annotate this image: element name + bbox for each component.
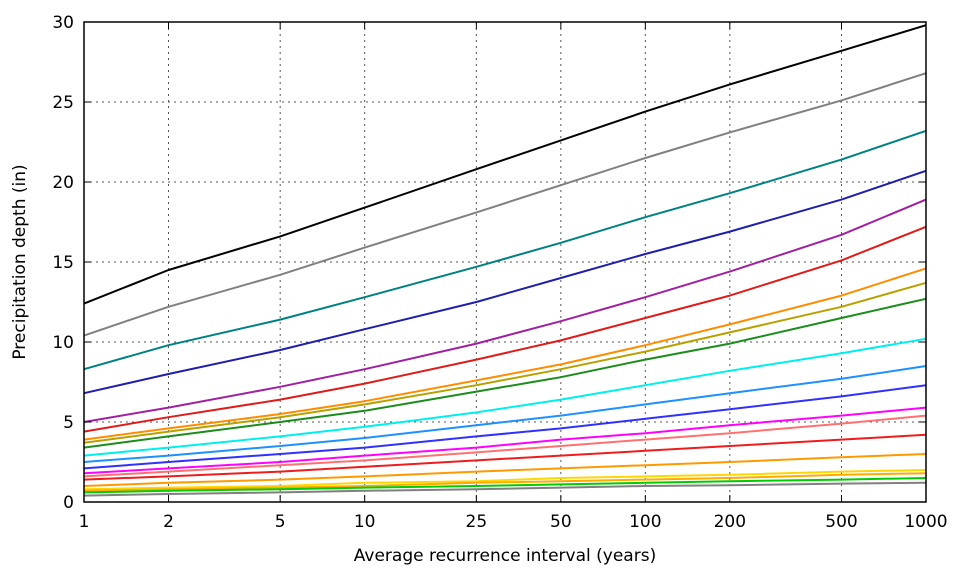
y-tick-label: 10 <box>52 333 74 353</box>
x-axis-label: Average recurrence interval (years) <box>354 546 656 566</box>
series-line-9 <box>83 297 927 449</box>
grid <box>84 22 926 502</box>
series-line-15 <box>83 433 927 481</box>
series-line-11 <box>83 365 927 463</box>
series-line-4 <box>83 169 927 395</box>
x-tick-label: 100 <box>629 512 661 532</box>
series-line-17 <box>83 469 927 491</box>
x-tick-label: 50 <box>550 512 572 532</box>
y-axis-label: Precipitation depth (in) <box>10 164 30 359</box>
y-tick-label: 30 <box>52 13 74 33</box>
x-tick-label: 2 <box>163 512 174 532</box>
series-line-5 <box>83 198 927 423</box>
x-tick-label: 1 <box>79 512 90 532</box>
y-axis-ticks: 0 5 10 15 20 25 30 <box>52 13 926 513</box>
x-tick-label: 10 <box>354 512 376 532</box>
series-line-16 <box>83 453 927 487</box>
series-line-6 <box>83 225 927 433</box>
series-line-20 <box>83 481 927 497</box>
series-lines <box>83 24 927 497</box>
series-line-13 <box>83 406 927 475</box>
y-tick-label: 15 <box>52 253 74 273</box>
series-line-8 <box>83 281 927 444</box>
series-line-19 <box>83 477 927 494</box>
y-tick-label: 0 <box>63 493 74 513</box>
x-tick-label: 25 <box>466 512 488 532</box>
series-line-1 <box>83 24 927 305</box>
series-line-18 <box>83 472 927 492</box>
x-tick-label: 200 <box>714 512 746 532</box>
series-line-10 <box>83 337 927 457</box>
x-tick-label: 500 <box>825 512 857 532</box>
x-tick-label: 1000 <box>904 512 947 532</box>
series-line-7 <box>83 267 927 441</box>
y-tick-label: 5 <box>63 413 74 433</box>
y-tick-label: 20 <box>52 173 74 193</box>
y-tick-label: 25 <box>52 93 74 113</box>
x-axis-ticks: 1 2 5 10 25 50 100 200 500 1000 <box>79 22 948 532</box>
series-line-3 <box>83 129 927 371</box>
series-line-14 <box>83 414 927 478</box>
x-tick-label: 5 <box>275 512 286 532</box>
series-line-2 <box>83 72 927 337</box>
series-line-12 <box>83 384 927 470</box>
